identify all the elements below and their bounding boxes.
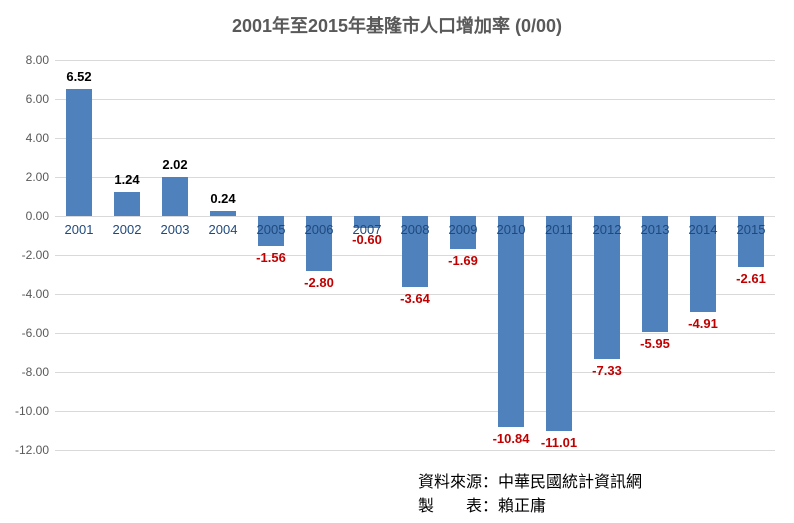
bar <box>498 216 524 427</box>
x-axis-label: 2014 <box>689 222 718 237</box>
x-axis-label: 2001 <box>65 222 94 237</box>
x-axis-label: 2009 <box>449 222 478 237</box>
data-label: -5.95 <box>640 336 670 351</box>
x-axis-label: 2005 <box>257 222 286 237</box>
y-tick-label: -8.00 <box>9 365 49 379</box>
x-axis-label: 2003 <box>161 222 190 237</box>
y-tick-label: -6.00 <box>9 326 49 340</box>
gridline <box>55 60 775 61</box>
y-tick-label: -10.00 <box>9 404 49 418</box>
x-axis-label: 2008 <box>401 222 430 237</box>
x-axis-label: 2011 <box>545 222 573 237</box>
y-tick-label: -2.00 <box>9 248 49 262</box>
y-tick-label: 8.00 <box>9 53 49 67</box>
y-tick-label: 0.00 <box>9 209 49 223</box>
data-label: 1.24 <box>114 172 139 187</box>
data-label: -1.56 <box>256 250 286 265</box>
gridline <box>55 372 775 373</box>
x-axis-label: 2006 <box>305 222 334 237</box>
gridline <box>55 99 775 100</box>
x-axis-label: 2012 <box>593 222 622 237</box>
bar <box>210 211 236 216</box>
bar <box>114 192 140 216</box>
bar <box>594 216 620 359</box>
data-label: 2.02 <box>162 157 187 172</box>
data-label: 6.52 <box>66 69 91 84</box>
y-tick-label: 2.00 <box>9 170 49 184</box>
y-tick-label: 4.00 <box>9 131 49 145</box>
x-axis-label: 2015 <box>737 222 766 237</box>
gridline <box>55 450 775 451</box>
data-label: -2.61 <box>736 271 766 286</box>
bar <box>66 89 92 216</box>
gridline <box>55 333 775 334</box>
x-axis-label: 2004 <box>209 222 238 237</box>
gridline <box>55 411 775 412</box>
x-axis-label: 2010 <box>497 222 526 237</box>
source-line-2: 製表：賴正庸 <box>418 492 546 516</box>
bar <box>546 216 572 431</box>
data-label: -4.91 <box>688 316 718 331</box>
data-label: -3.64 <box>400 291 430 306</box>
chart-container: 2001年至2015年基隆市人口增加率 (0/00) 資料來源：中華民國統計資訊… <box>0 0 794 523</box>
y-tick-label: -12.00 <box>9 443 49 457</box>
data-label: -2.80 <box>304 275 334 290</box>
source-maker-name: 表：賴正庸 <box>466 498 546 515</box>
y-tick-label: -4.00 <box>9 287 49 301</box>
chart-title: 2001年至2015年基隆市人口增加率 (0/00) <box>0 12 794 38</box>
bar <box>162 177 188 216</box>
gridline <box>55 138 775 139</box>
x-axis-label: 2013 <box>641 222 670 237</box>
data-label: -7.33 <box>592 363 622 378</box>
data-label: -0.60 <box>352 232 382 247</box>
source-maker-label: 製 <box>418 498 466 515</box>
data-label: 0.24 <box>210 191 235 206</box>
x-axis-label: 2002 <box>113 222 142 237</box>
data-label: -11.01 <box>541 435 577 450</box>
y-tick-label: 6.00 <box>9 92 49 106</box>
source-line-1: 資料來源：中華民國統計資訊網 <box>418 468 642 492</box>
data-label: -1.69 <box>448 253 478 268</box>
data-label: -10.84 <box>493 431 530 446</box>
